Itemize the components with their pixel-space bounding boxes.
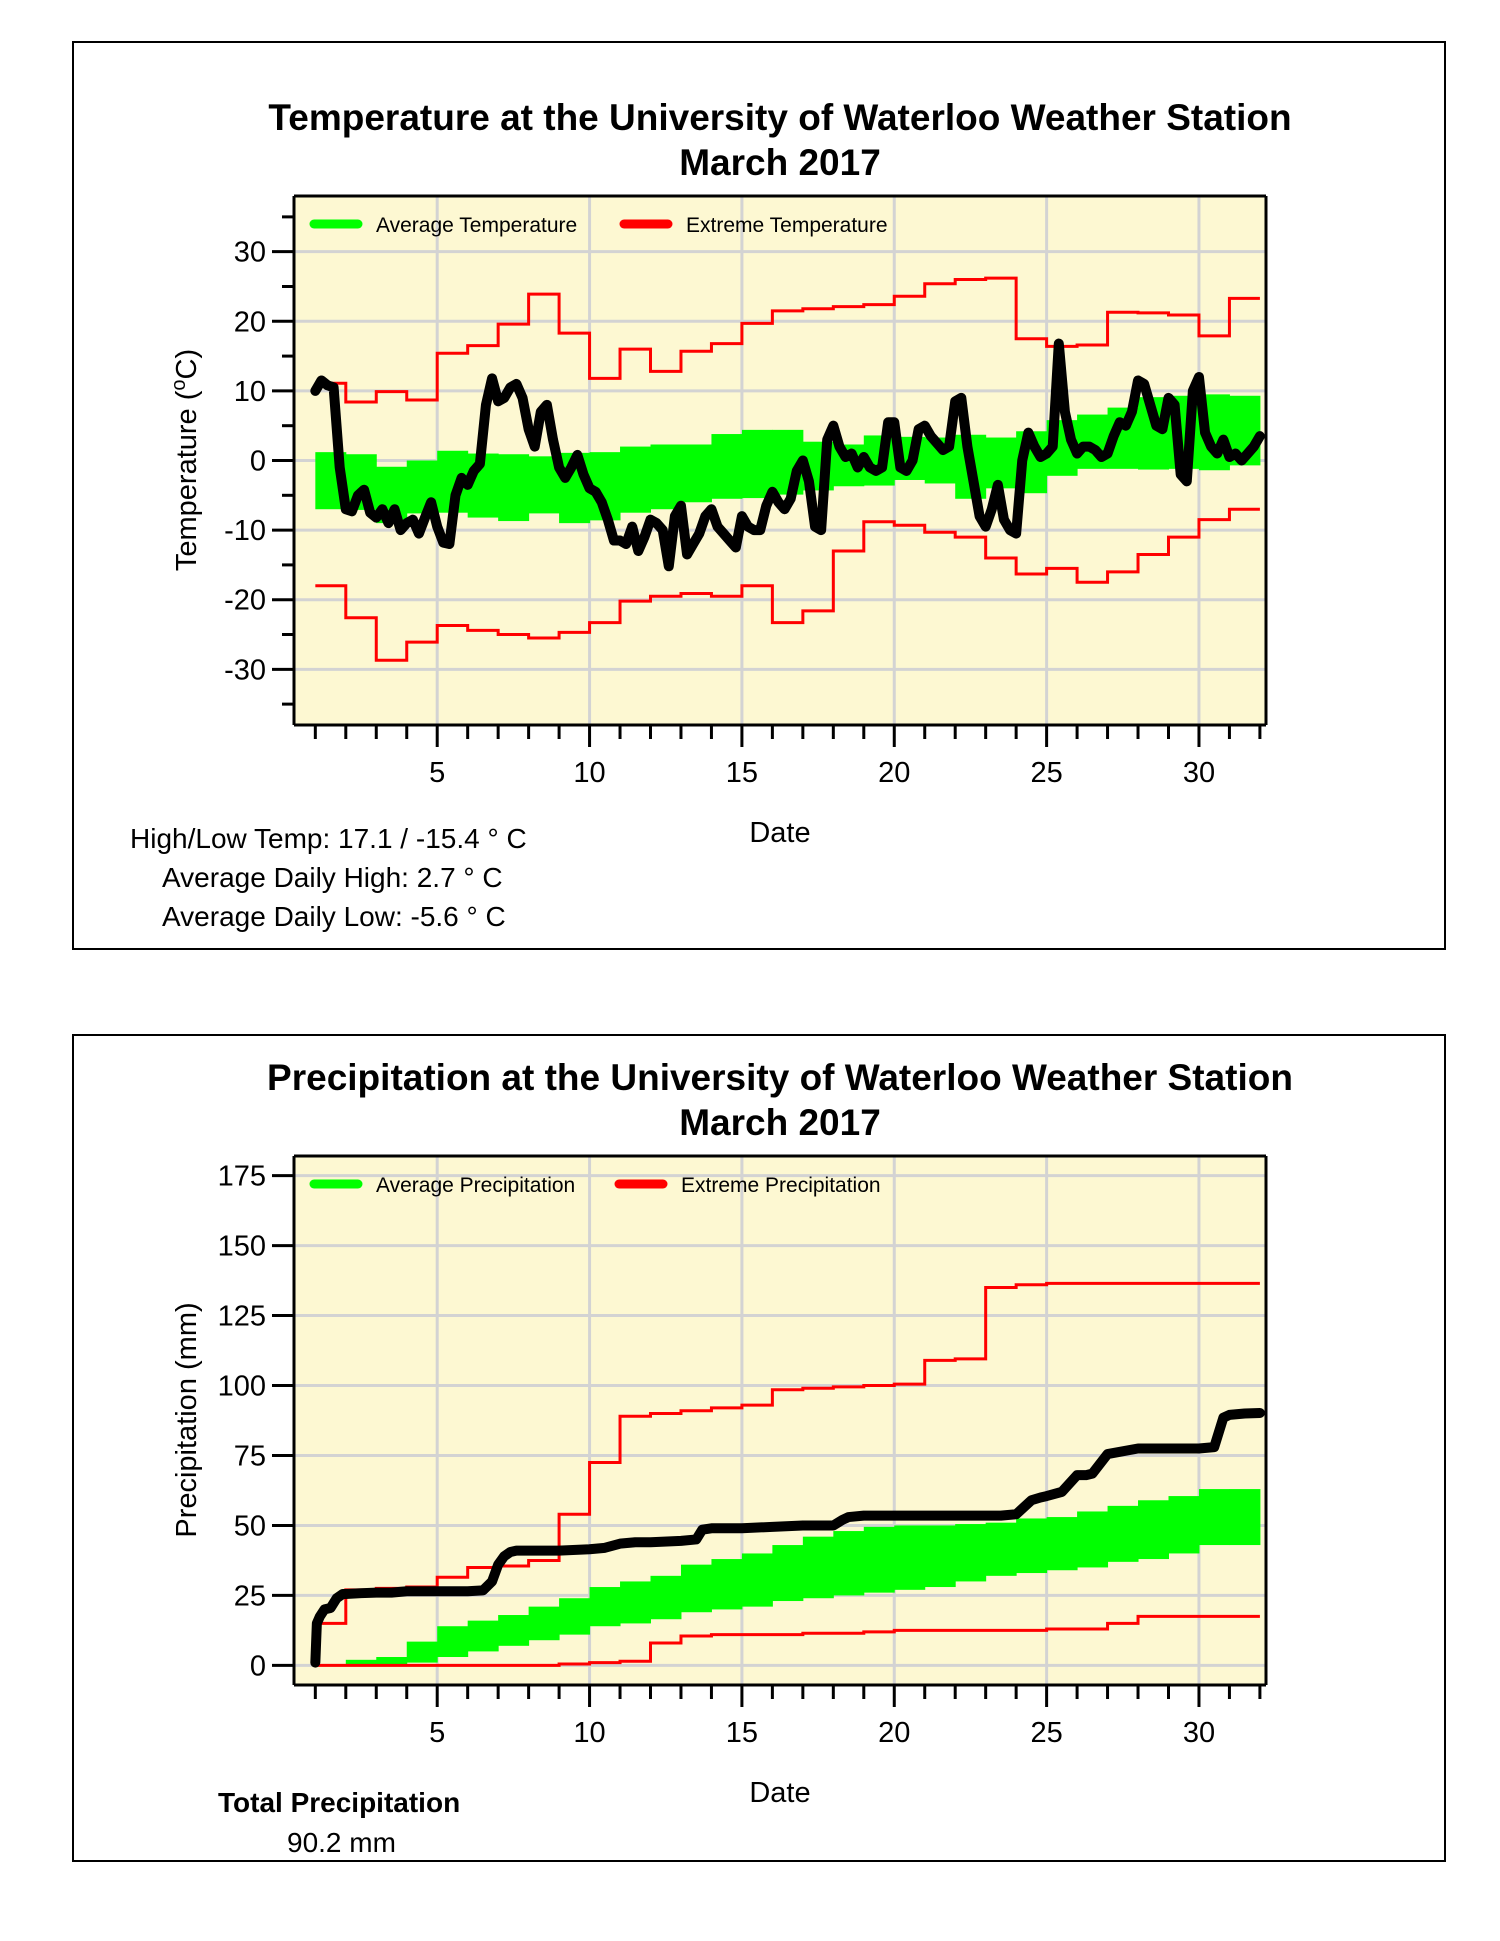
legend-label: Extreme Temperature [686, 214, 888, 237]
x-tick-label: 25 [1030, 757, 1062, 789]
average-band-segment [498, 454, 530, 522]
average-band-segment [985, 437, 1017, 489]
x-tick-label: 5 [429, 757, 445, 789]
precipitation-panel [72, 1034, 1446, 1862]
average-band-segment [711, 434, 743, 499]
observed-line [310, 338, 1265, 572]
y-tick-label: 10 [234, 376, 266, 408]
summary-avg-high: Average Daily High: 2.7 ° C [162, 862, 503, 893]
legend-label: Average Temperature [376, 214, 577, 237]
x-tick-label: 15 [726, 757, 758, 789]
y-tick-label: 30 [234, 237, 266, 269]
temperature-chart: Temperature at the University of Waterlo… [130, 97, 1292, 932]
y-tick-label: -20 [224, 585, 266, 617]
y-tick-label: -10 [224, 515, 266, 547]
summary-high-low: High/Low Temp: 17.1 / -15.4 ° C [130, 823, 527, 854]
x-tick-label: 30 [1183, 757, 1215, 789]
y-tick-label: -30 [224, 654, 266, 686]
y-tick-label: 20 [234, 306, 266, 338]
x-tick-label: 20 [878, 757, 910, 789]
y-axis-label: Temperature (oC) [168, 349, 203, 571]
summary-avg-low: Average Daily Low: -5.6 ° C [162, 901, 506, 932]
average-band-segment [620, 446, 652, 513]
chart-subtitle: March 2017 [679, 142, 881, 183]
extreme-low-line [315, 507, 1260, 662]
plot-area: 5 10 15 20 25 30 -30 -20 -10 0 10 20 30 Average Tempe… [224, 194, 1268, 789]
extreme-high-line [315, 276, 1260, 404]
y-tick-label: 0 [250, 446, 266, 478]
x-axis-label: Date [749, 817, 810, 849]
average-band-segment [680, 444, 712, 503]
average-band-segment [650, 444, 682, 510]
chart-title: Temperature at the University of Waterlo… [268, 97, 1291, 138]
average-band-segment [741, 429, 773, 499]
x-tick-label: 10 [573, 757, 605, 789]
